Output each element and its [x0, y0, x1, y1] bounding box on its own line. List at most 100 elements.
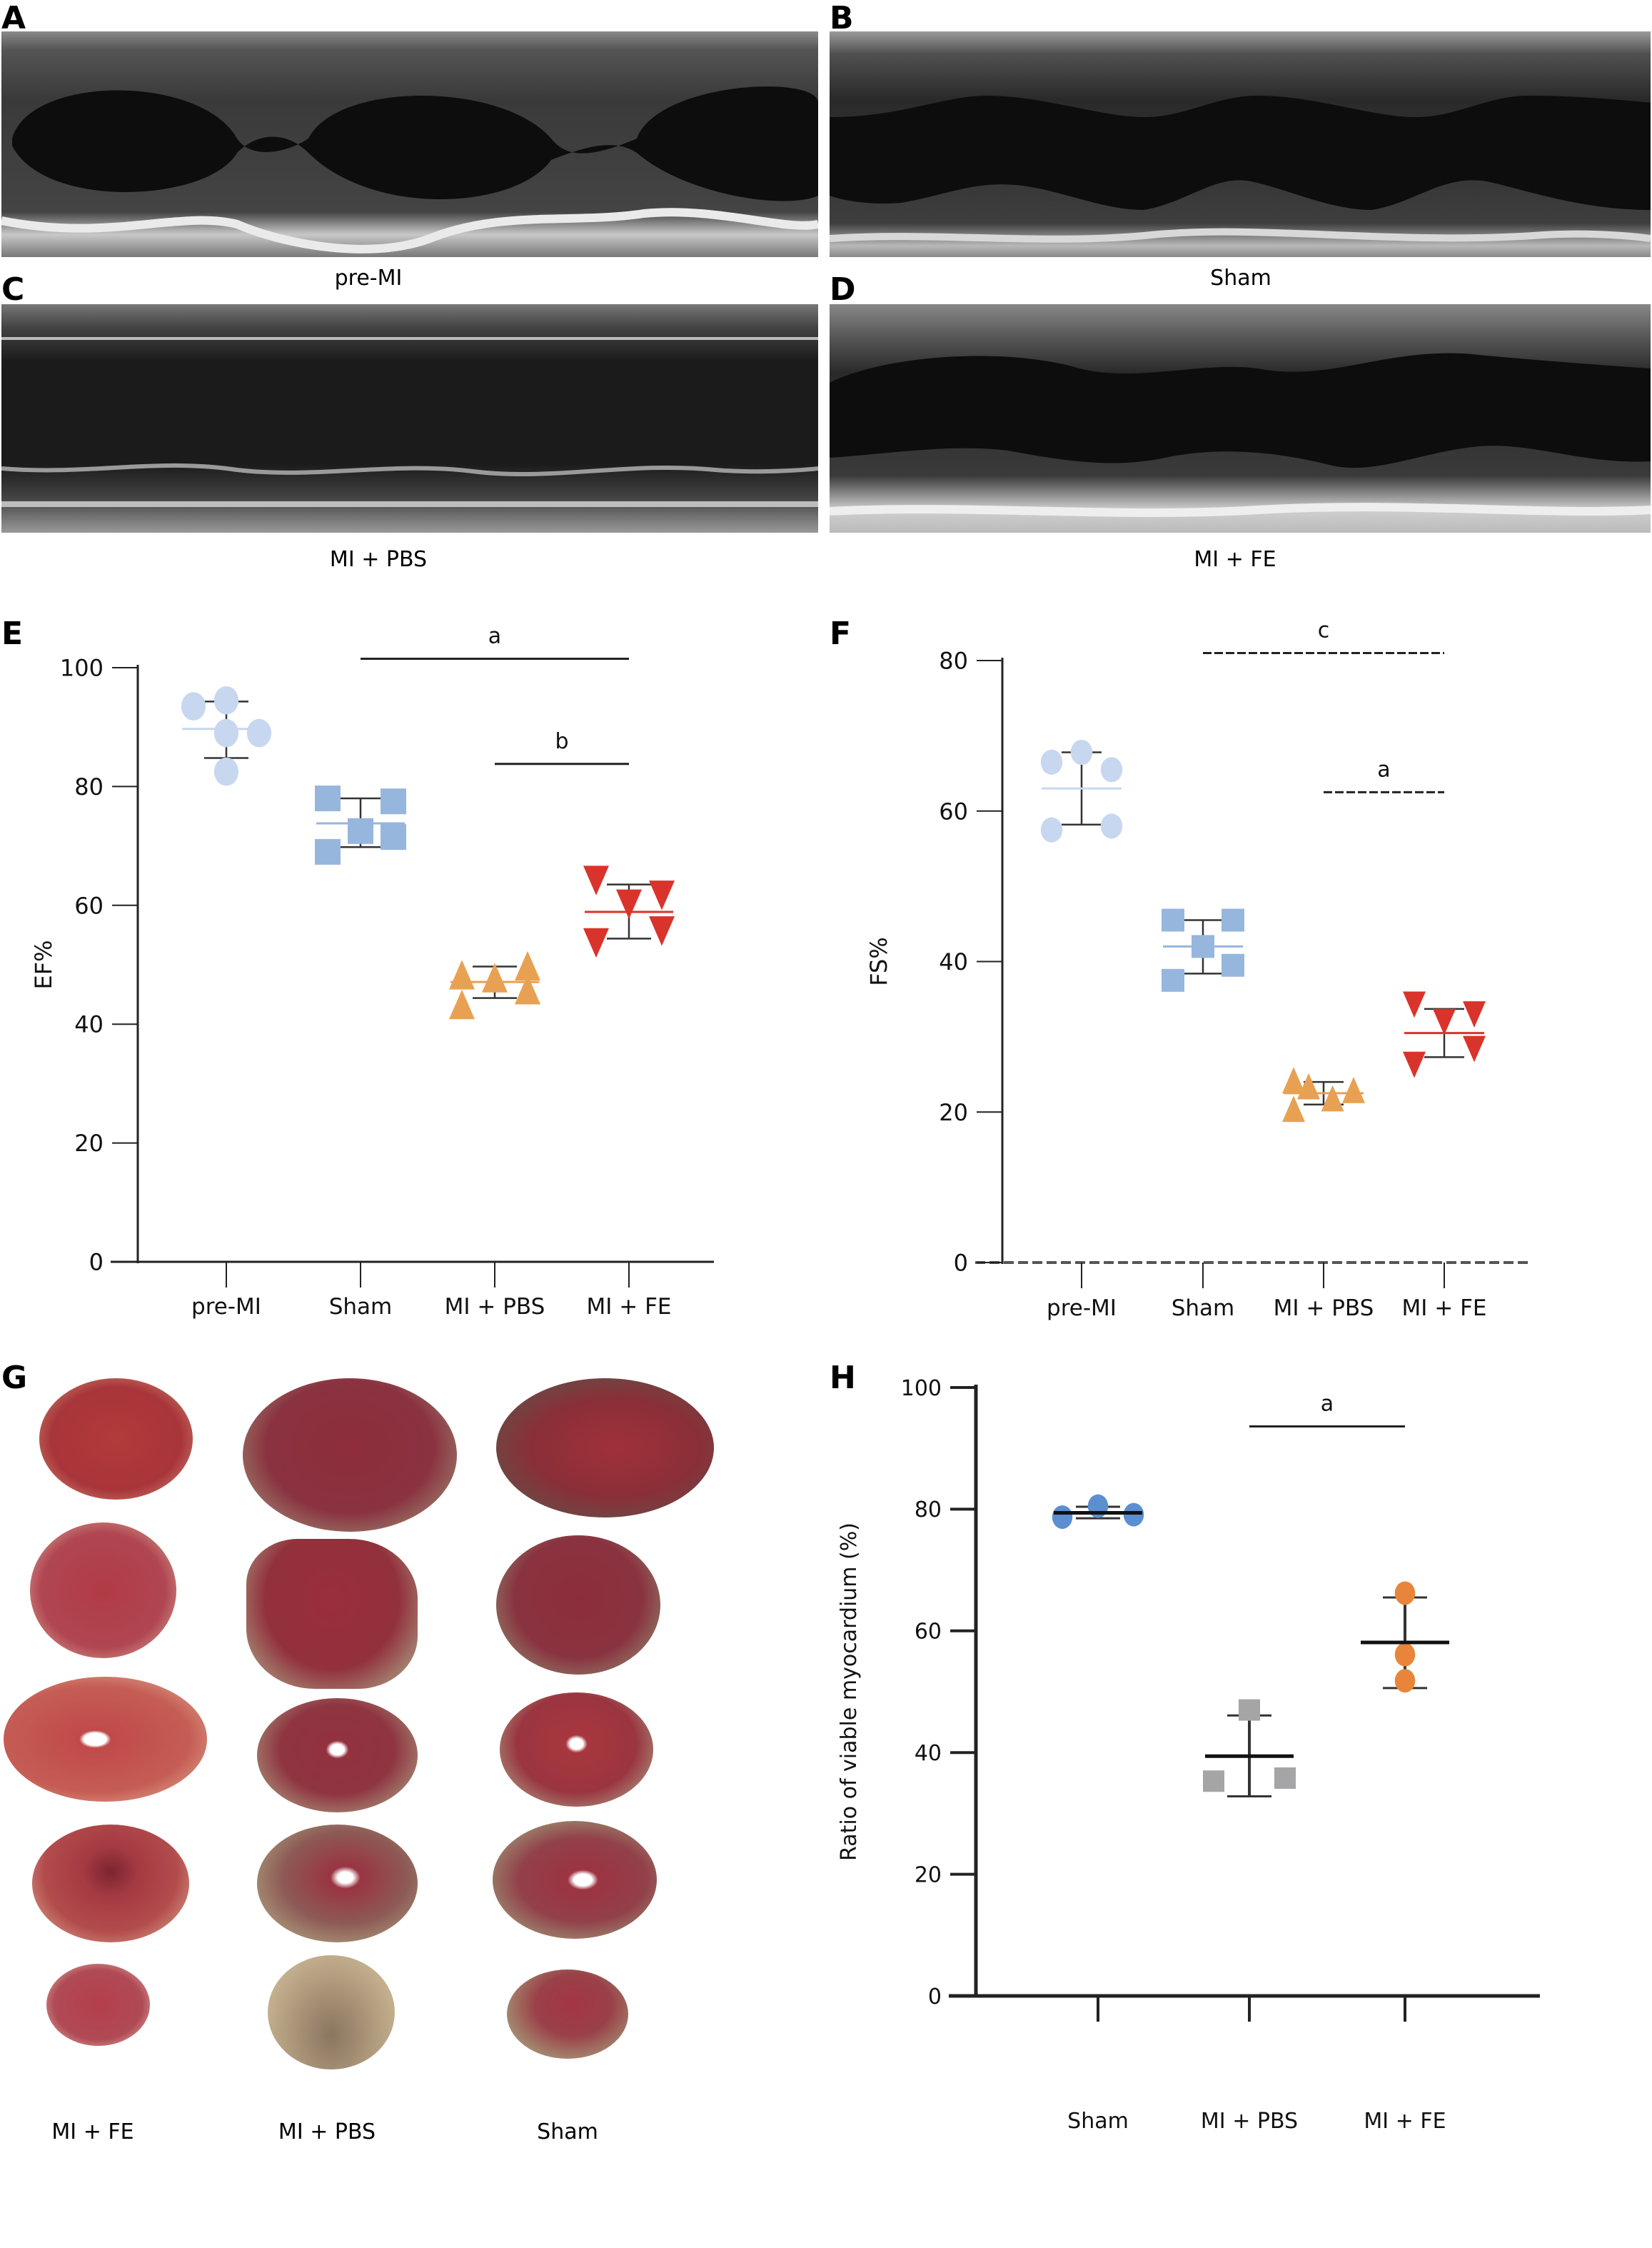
data-point-square	[1239, 1699, 1260, 1721]
y-tick-label: 100	[901, 1376, 942, 1401]
data-point-triangle-up	[515, 975, 540, 1005]
column-label-mi-fe: MI + FE	[51, 2119, 134, 2144]
heart-slice	[496, 1535, 660, 1675]
chart-ef: 0 20 40 60 80 100 EF% pre-MI Sham MI + PBS MI + FE…	[30, 624, 714, 1320]
heart-slice	[30, 1522, 176, 1658]
heart-slice	[268, 1955, 395, 2069]
panel-label-c: C	[1, 271, 25, 308]
y-tick-label: 0	[928, 1984, 942, 2009]
x-tick-label-mi-pbs: MI + PBS	[1274, 1295, 1374, 1321]
data-point-triangle-up	[449, 989, 475, 1020]
y-tick-label: 100	[60, 655, 104, 682]
x-tick-label-sham: Sham	[1067, 2109, 1129, 2134]
chart-viable-myocardium: 0 20 40 60 80 100 Ratio of viable myocardium (…	[837, 1376, 1540, 2134]
data-point-square	[1222, 953, 1244, 977]
heart-slice	[493, 1821, 657, 1939]
data-point-circle	[246, 718, 272, 748]
data-point-triangle-up	[449, 960, 475, 990]
data-point-triangle-down	[1403, 1051, 1426, 1078]
data-point-triangle-down	[1433, 1008, 1456, 1035]
panel-label-d: D	[830, 271, 856, 308]
significance-label: a	[1377, 757, 1390, 782]
data-point-triangle-down	[583, 865, 609, 895]
heart-slice	[500, 1692, 653, 1807]
data-point-circle	[1123, 1502, 1144, 1527]
heart-slice	[39, 1378, 193, 1500]
data-point-square	[381, 788, 406, 815]
y-tick-label: 60	[74, 892, 104, 919]
y-tick-label: 60	[939, 798, 968, 825]
data-point-circle	[1394, 1642, 1416, 1667]
y-axis-title: EF%	[30, 940, 57, 989]
heart-slice	[257, 1825, 418, 1942]
data-point-circle	[213, 718, 239, 748]
significance-label: a	[488, 624, 501, 649]
y-tick-label: 40	[939, 948, 968, 975]
caption-sham: Sham	[1210, 266, 1271, 291]
data-point-triangle-down	[1403, 991, 1426, 1018]
data-point-circle	[1100, 813, 1123, 839]
data-point-triangle-down	[616, 889, 642, 920]
data-point-square	[381, 824, 406, 850]
y-tick-label: 40	[74, 1011, 104, 1038]
heart-slice	[32, 1825, 189, 1942]
ttc-slice-photo: MI + FE MI + PBS Sham	[0, 1357, 826, 2248]
echo-image-mi-pbs	[1, 304, 818, 533]
data-point-triangle-down	[649, 880, 675, 910]
y-tick-label: 0	[954, 1250, 968, 1277]
y-tick-label: 20	[939, 1099, 968, 1126]
data-point-triangle-up	[1282, 1095, 1305, 1123]
x-tick-label-mi-pbs: MI + PBS	[445, 1294, 545, 1320]
data-point-square	[1222, 908, 1244, 932]
data-point-circle	[1394, 1581, 1416, 1605]
y-tick-label: 60	[915, 1620, 942, 1645]
panel-label-a: A	[1, 0, 26, 36]
data-point-triangle-up	[1321, 1085, 1344, 1112]
data-point-triangle-down	[1463, 1035, 1486, 1063]
heart-slice	[246, 1539, 418, 1689]
panel-label-h: H	[830, 1360, 856, 1396]
x-tick-label-mi-fe: MI + FE	[1402, 1295, 1487, 1321]
heart-slice	[46, 1964, 150, 2046]
heart-slice	[496, 1378, 714, 1517]
y-tick-label: 80	[915, 1497, 942, 1522]
data-point-circle	[213, 686, 239, 715]
heart-slice	[4, 1677, 207, 1802]
data-point-square	[1162, 908, 1184, 932]
caption-pre-mi: pre-MI	[334, 266, 403, 291]
echo-image-pre-mi	[1, 31, 818, 257]
significance-label: a	[1321, 1392, 1334, 1417]
x-tick-label-pre-mi: pre-MI	[191, 1294, 261, 1320]
data-point-square	[315, 786, 341, 812]
data-point-triangle-down	[583, 928, 609, 958]
significance-label: c	[1318, 618, 1330, 643]
data-point-triangle-up	[515, 950, 540, 981]
data-point-circle	[1040, 817, 1063, 843]
x-tick-label-sham: Sham	[1172, 1295, 1235, 1321]
y-tick-label: 80	[74, 773, 104, 801]
panel-label-g: G	[1, 1360, 28, 1396]
panel-label-f: F	[830, 616, 852, 652]
heart-slice	[507, 1969, 628, 2059]
caption-mi-fe: MI + FE	[1194, 547, 1276, 572]
heart-slice	[243, 1378, 457, 1532]
column-label-sham: Sham	[537, 2119, 598, 2144]
y-tick-label: 20	[915, 1862, 942, 1887]
chart-fs: 0 20 40 60 80 FS% pre-MI Sham MI + PBS MI + FE c a	[865, 618, 1529, 1321]
data-point-square	[348, 818, 373, 844]
data-point-triangle-up	[1282, 1067, 1305, 1094]
heart-slice	[257, 1698, 418, 1812]
x-tick-label-mi-fe: MI + FE	[587, 1294, 672, 1320]
significance-label: b	[555, 729, 568, 754]
data-point-triangle-up	[482, 963, 508, 993]
echo-image-mi-fe	[830, 304, 1651, 533]
caption-mi-pbs: MI + PBS	[329, 547, 428, 572]
x-tick-label-mi-pbs: MI + PBS	[1201, 2109, 1298, 2134]
x-tick-label-mi-fe: MI + FE	[1364, 2109, 1446, 2134]
data-point-square	[1203, 1770, 1224, 1792]
data-point-triangle-down	[1463, 1001, 1486, 1028]
data-point-circle	[213, 757, 239, 786]
y-tick-label: 20	[74, 1130, 104, 1157]
echo-image-sham	[830, 31, 1651, 257]
data-point-circle	[1070, 739, 1093, 766]
